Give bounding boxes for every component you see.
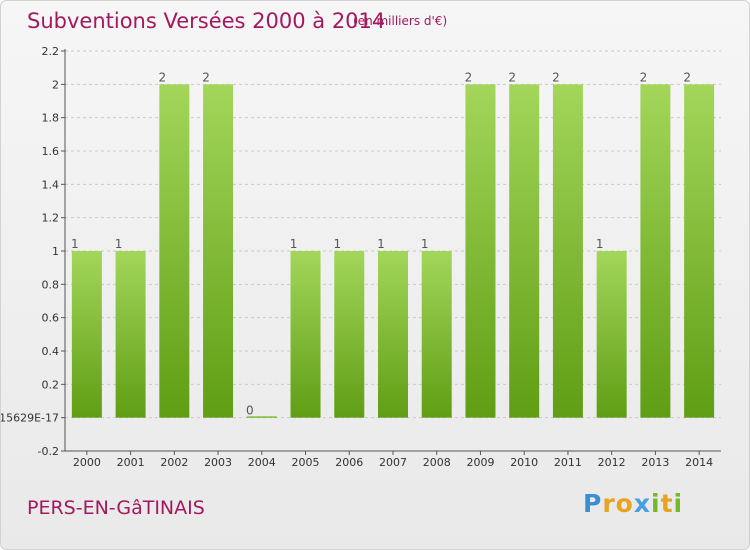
- bar: [71, 251, 102, 418]
- data-label: 2: [202, 70, 210, 84]
- data-label: 2: [552, 70, 560, 84]
- bar: [421, 251, 452, 418]
- bar: [596, 251, 627, 418]
- y-tick-label: -1.15629E-17: [1, 412, 59, 425]
- data-label: 1: [115, 237, 123, 251]
- x-tick-label: 2009: [466, 456, 494, 469]
- x-tick-label: 2000: [73, 456, 101, 469]
- y-tick-label: -0.2: [38, 445, 59, 458]
- x-tick-label: 2013: [641, 456, 669, 469]
- y-tick-label: 1: [52, 245, 59, 258]
- x-tick-label: 2011: [554, 456, 582, 469]
- bar: [552, 84, 583, 418]
- x-tick-label: 2004: [248, 456, 276, 469]
- labels: 1 1 2 2 0 1 1 1 1 2 2 2 1 2 2: [71, 70, 691, 417]
- x-tick-label: 2008: [423, 456, 451, 469]
- data-label: 2: [465, 70, 473, 84]
- logo-letter: P: [583, 489, 603, 518]
- data-label: 0: [246, 404, 254, 418]
- x-tick-label: 2012: [598, 456, 626, 469]
- x-tick-label: 2014: [685, 456, 713, 469]
- y-tick-label: 0.8: [42, 278, 60, 291]
- x-tick-label: 2001: [117, 456, 145, 469]
- x-tick-label: 2010: [510, 456, 538, 469]
- bar: [684, 84, 715, 418]
- y-tick-label: 2: [52, 78, 59, 91]
- y-tick-label: 1.6: [42, 145, 60, 158]
- logo-letter: t: [660, 489, 674, 518]
- data-label: 1: [333, 237, 341, 251]
- bar: [465, 84, 496, 418]
- bar: [334, 251, 365, 418]
- axes: -0.2 -1.15629E-17 0.2 0.4 0.6 0.8 1 1.2 1.4 1.6 1.…: [1, 45, 721, 469]
- data-label: 1: [290, 237, 298, 251]
- chart-title: Subventions Versées 2000 à 2014: [27, 9, 386, 33]
- y-tick-label: 0.6: [42, 312, 60, 325]
- bar: [203, 84, 234, 418]
- logo-letter: x: [633, 489, 651, 518]
- data-label: 1: [71, 237, 79, 251]
- x-tick-label: 2005: [292, 456, 320, 469]
- bar: [378, 251, 408, 418]
- data-label: 2: [683, 70, 691, 84]
- y-tick-label: 1.8: [42, 112, 60, 125]
- logo-letter: o: [615, 489, 634, 518]
- logo-letter: i: [651, 489, 661, 518]
- x-tick-label: 2002: [160, 456, 188, 469]
- bar: [290, 251, 321, 418]
- data-label: 2: [640, 70, 648, 84]
- y-tick-label: 2.2: [42, 45, 60, 58]
- y-tick-label: 0.2: [42, 378, 60, 391]
- y-tick-label: 1.4: [42, 178, 60, 191]
- data-label: 2: [508, 70, 516, 84]
- bar: [509, 84, 540, 418]
- data-label: 1: [596, 237, 604, 251]
- x-tick-label: 2006: [335, 456, 363, 469]
- logo-letter: i: [673, 489, 684, 518]
- y-tick-label: 0.4: [42, 345, 60, 358]
- bar: [246, 416, 277, 418]
- commune-name: PERS-EN-GâTINAIS: [27, 497, 205, 519]
- chart-subtitle: (en milliers d'€): [353, 14, 448, 28]
- logo-letter: r: [602, 489, 616, 518]
- data-label: 1: [377, 237, 385, 251]
- data-label: 2: [159, 70, 167, 84]
- y-tick-label: 1.2: [42, 212, 60, 225]
- bar: [640, 84, 671, 418]
- data-label: 1: [421, 237, 429, 251]
- x-tick-label: 2007: [379, 456, 407, 469]
- proxiti-logo: Proxiti: [583, 489, 683, 518]
- bars: [71, 84, 715, 418]
- bar: [159, 84, 190, 418]
- bar: [115, 251, 146, 418]
- x-tick-label: 2003: [204, 456, 232, 469]
